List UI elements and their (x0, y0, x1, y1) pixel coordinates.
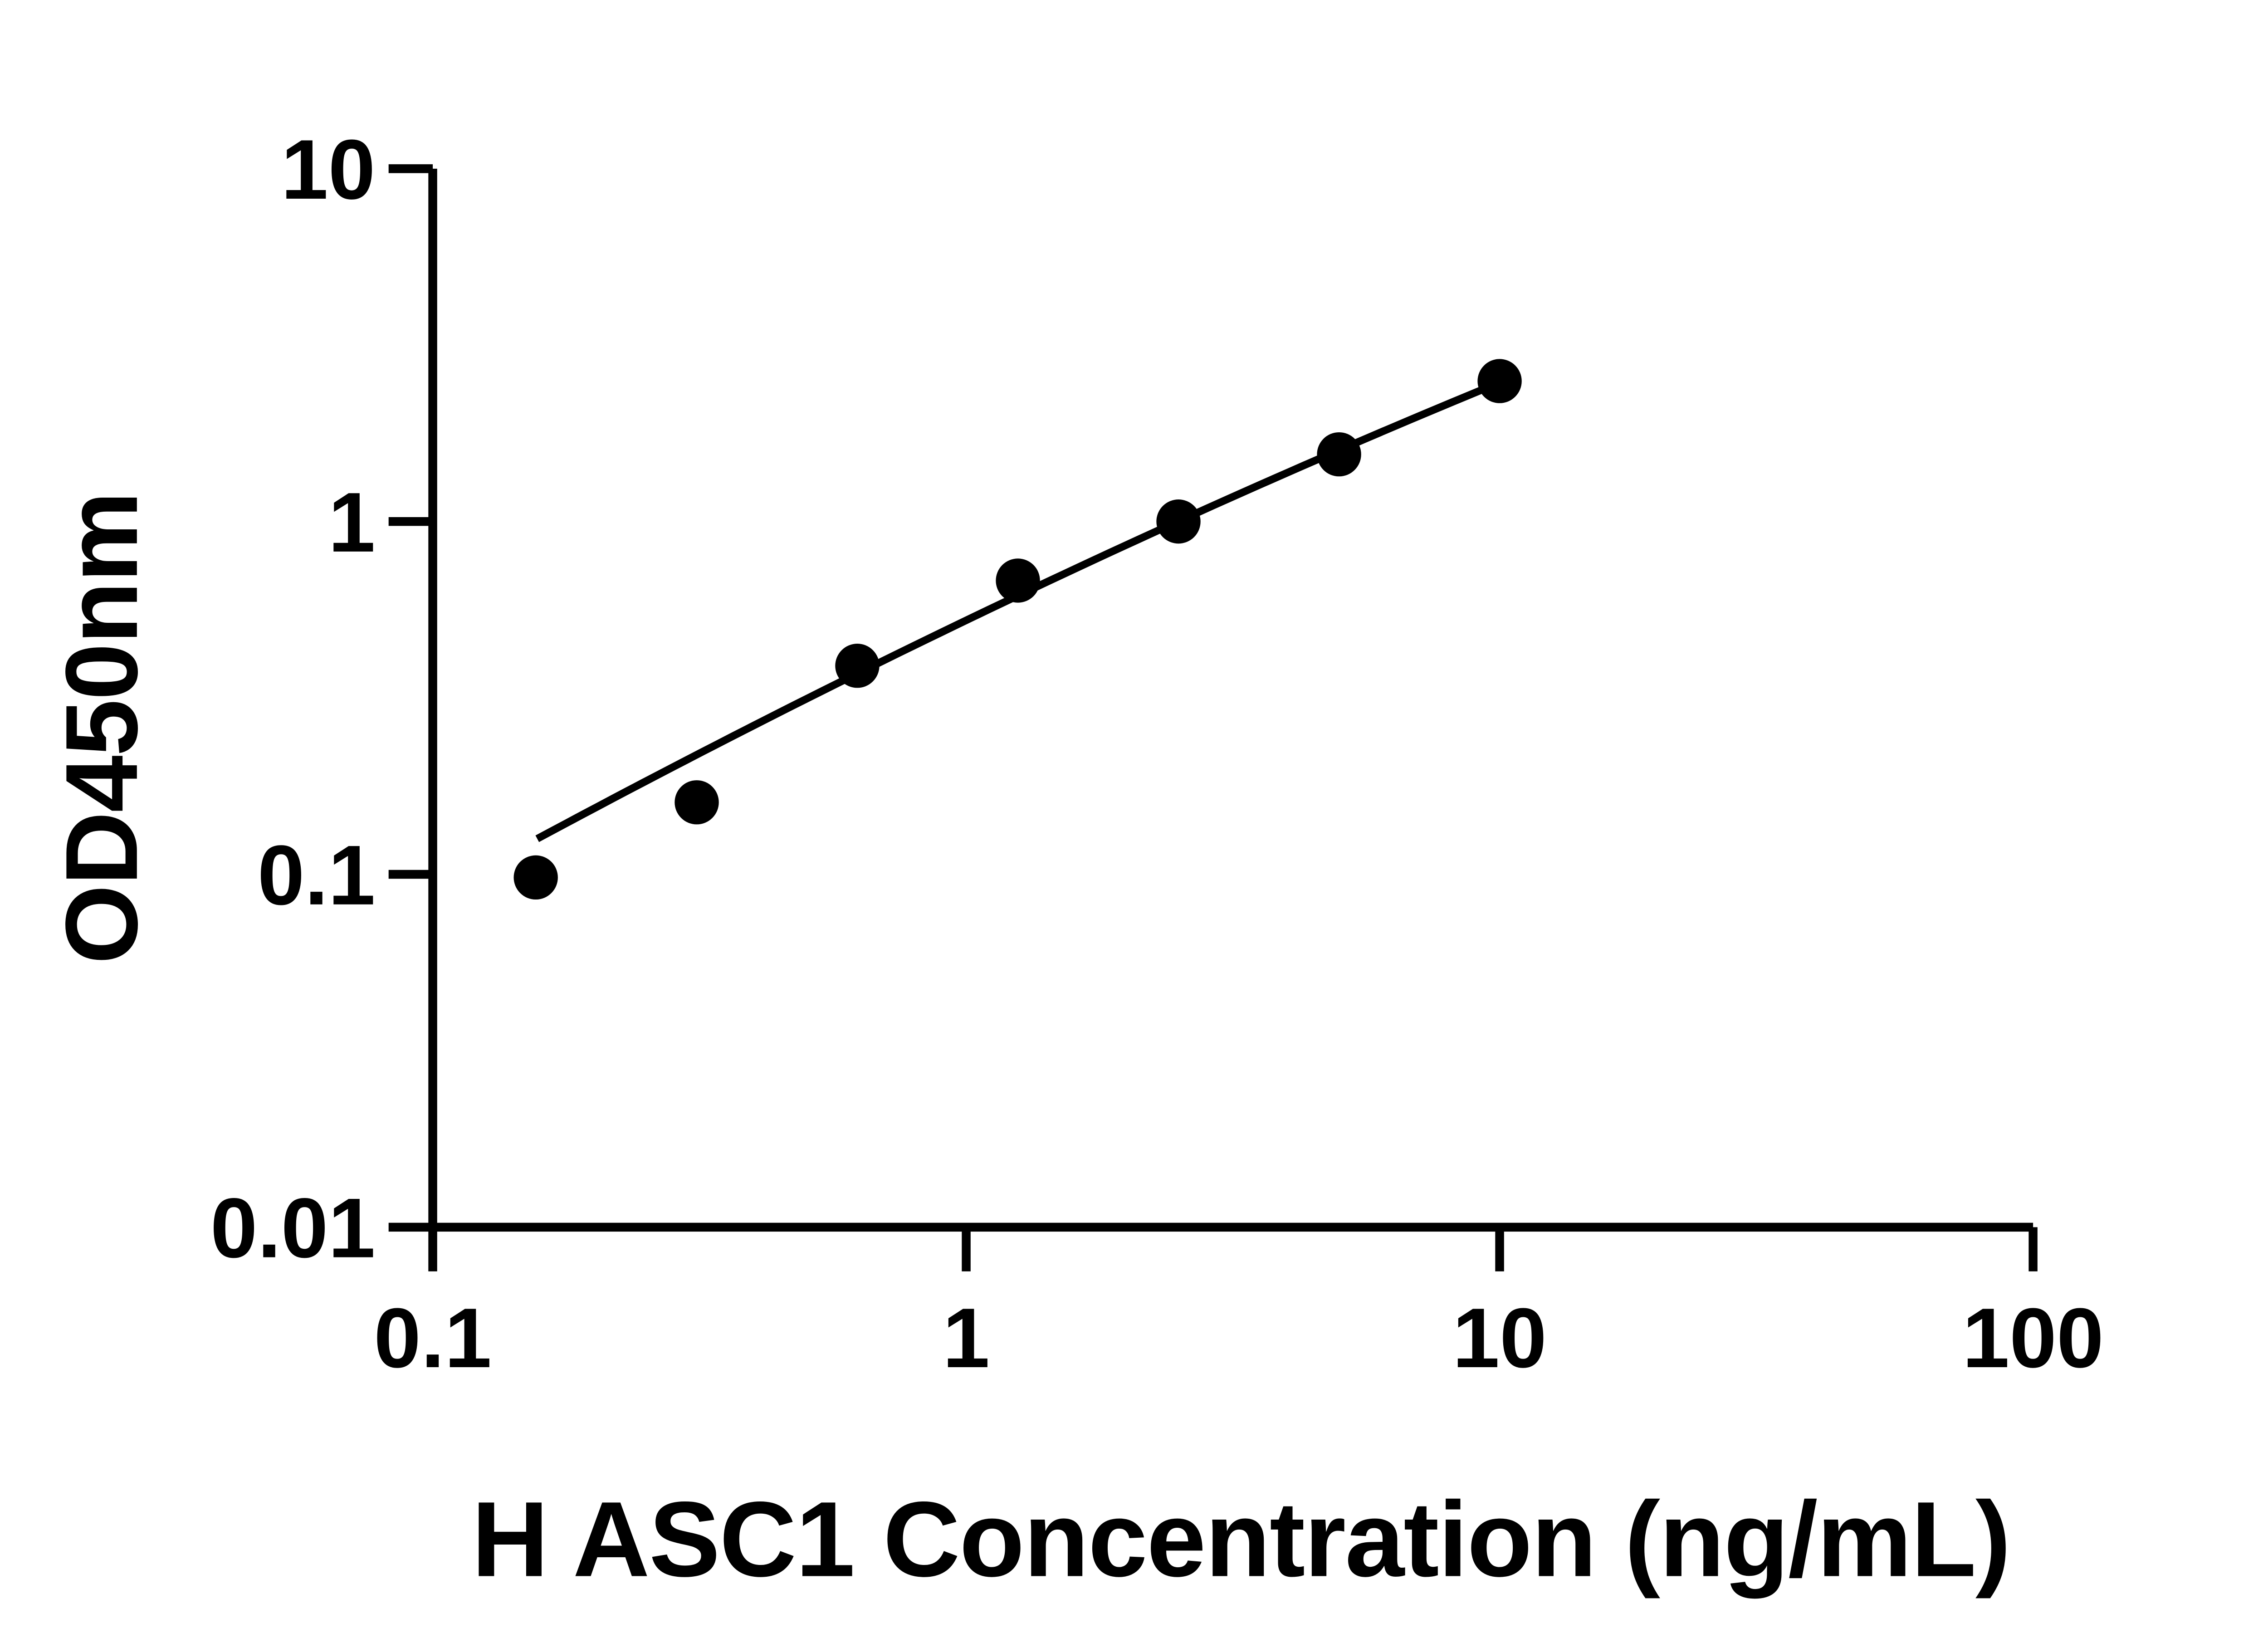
data-point (1317, 432, 1361, 477)
data-point (675, 780, 719, 825)
x-tick-label: 0.1 (374, 1291, 492, 1385)
data-point (996, 558, 1040, 603)
x-tick-label: 10 (1452, 1291, 1547, 1385)
tick-labels: 10 1 0.1 0.01 0.1 1 10 100 (210, 122, 2104, 1385)
y-axis-title: OD450nm (44, 492, 159, 964)
data-points (513, 359, 1522, 900)
axes (428, 168, 2033, 1232)
data-point (835, 644, 880, 688)
y-tick-label: 10 (281, 122, 376, 217)
data-point (513, 855, 558, 900)
y-tick-label: 1 (328, 475, 376, 570)
x-tick-label: 1 (943, 1291, 990, 1385)
axis-spine (428, 168, 2033, 1232)
axis-ticks (388, 164, 2038, 1271)
data-point (1477, 359, 1522, 403)
data-point (1156, 499, 1201, 544)
x-tick-label: 100 (1962, 1291, 2104, 1385)
x-axis-title: H ASC1 Concentration (ng/mL) (472, 1479, 2010, 1599)
y-tick-label: 0.01 (210, 1181, 376, 1276)
y-tick-label: 0.1 (258, 828, 376, 923)
